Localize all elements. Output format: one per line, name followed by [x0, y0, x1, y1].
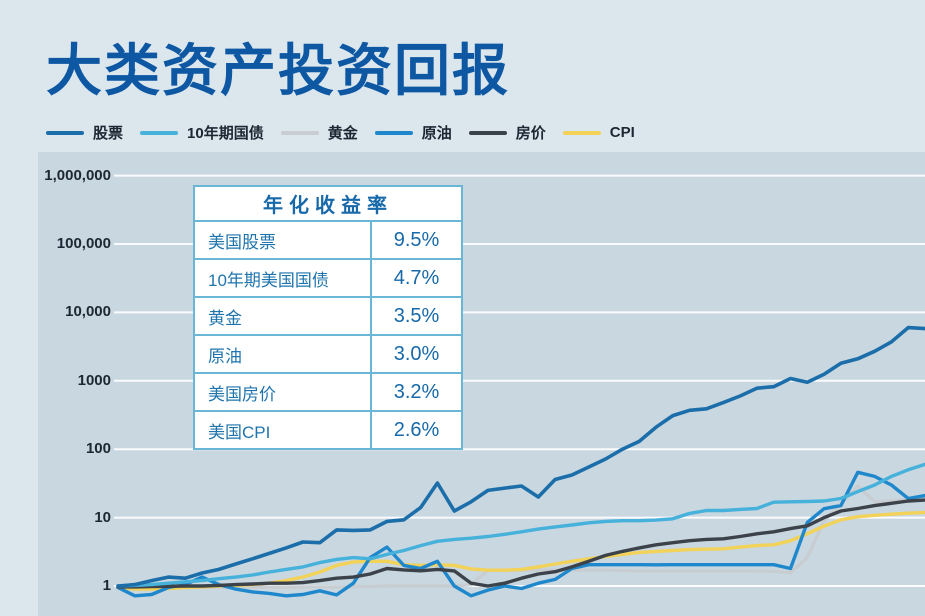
y-tick-label: 1 — [102, 577, 111, 594]
legend-swatch-oil — [374, 130, 413, 135]
legend-swatch-house — [468, 130, 507, 135]
annualized-return-cell: 3.5% — [393, 304, 440, 327]
y-tick-label: 100 — [85, 440, 111, 458]
legend-swatch-bond-10y — [140, 130, 179, 135]
legend-label-oil: 原油 — [421, 125, 452, 142]
asset-name-cell: 10年期美国国债 — [195, 260, 372, 296]
annualized-return-cell: 4.7% — [393, 266, 440, 289]
chart-legend: 股票 10年期国债 黄金 原油 房价 CPI — [46, 122, 635, 143]
series-line-oil — [116, 470, 925, 598]
table-row: 美国房价 3.2% — [195, 374, 461, 412]
table-row: 黄金 3.5% — [195, 298, 461, 336]
annualized-return-cell: 3.2% — [393, 380, 440, 403]
legend-label-bond-10y: 10年期国债 — [187, 125, 264, 142]
asset-name-cell: 美国CPI — [195, 412, 372, 448]
legend-label-gold: 黄金 — [327, 125, 358, 142]
series-line-house — [116, 498, 925, 589]
y-tick-label: 1000 — [77, 371, 111, 389]
asset-name-cell: 美国房价 — [195, 374, 372, 410]
asset-name-cell: 黄金 — [195, 298, 372, 334]
annualized-return-cell: 2.6% — [393, 418, 440, 441]
annualized-return-cell: 3.0% — [393, 342, 440, 365]
y-tick-label: 100,000 — [56, 235, 111, 252]
series-line-stocks — [116, 325, 925, 588]
legend-label-stocks: 股票 — [93, 125, 124, 142]
legend-swatch-cpi — [562, 130, 601, 135]
legend-item-house: 房价 — [468, 122, 546, 143]
y-tick-label: 10,000 — [65, 303, 111, 321]
table-header: 年化收益率 — [195, 187, 461, 222]
legend-swatch-gold — [280, 130, 319, 135]
legend-label-cpi: CPI — [609, 124, 635, 141]
legend-swatch-stocks — [46, 130, 84, 135]
page-title: 大类资产投资回报 — [46, 39, 510, 102]
legend-item-cpi: CPI — [562, 124, 635, 141]
legend-item-gold: 黄金 — [280, 122, 358, 143]
legend-label-house: 房价 — [515, 125, 546, 142]
table-row: 原油 3.0% — [195, 336, 461, 374]
y-tick-label: 1,000,000 — [44, 166, 111, 184]
legend-item-stocks: 股票 — [46, 122, 123, 143]
series-line-bond-10y — [116, 462, 925, 588]
legend-item-oil: 原油 — [374, 122, 452, 143]
asset-name-cell: 美国股票 — [195, 222, 372, 258]
annualized-return-cell: 9.5% — [393, 228, 440, 251]
table-row: 美国CPI 2.6% — [195, 412, 461, 448]
legend-item-bond-10y: 10年期国债 — [140, 122, 264, 143]
asset-name-cell: 原油 — [195, 336, 372, 372]
y-tick-label: 10 — [94, 508, 111, 526]
table-row: 美国股票 9.5% — [195, 222, 461, 260]
annualized-return-table: 年化收益率 美国股票 9.5% 10年期美国国债 4.7% 黄金 3.5% 原油 3.0% 美国… — [193, 185, 463, 450]
table-row: 10年期美国国债 4.7% — [195, 260, 461, 298]
